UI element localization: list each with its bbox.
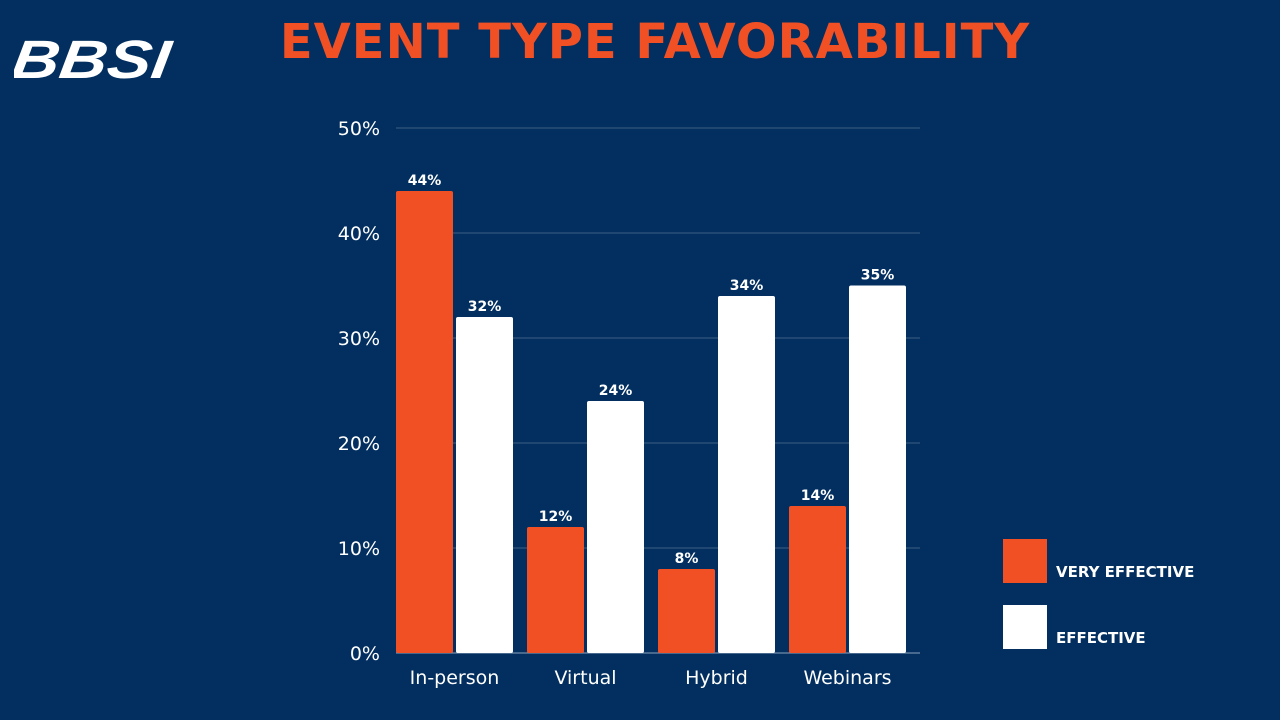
data-label: 24% (599, 383, 633, 399)
legend-label: VERY EFFECTIVE (1056, 563, 1195, 581)
y-tick-label: 0% (350, 643, 380, 665)
y-tick-label: 30% (338, 328, 380, 350)
data-label: 8% (675, 551, 699, 567)
data-label: 32% (468, 299, 502, 315)
bar-very-effective (527, 527, 584, 653)
y-tick-label: 10% (338, 538, 380, 560)
svg-text:BBSI: BBSI (14, 34, 176, 82)
bbsi-logo: BBSI (8, 30, 179, 90)
legend-label: EFFECTIVE (1056, 629, 1146, 647)
chart-title: EVENT TYPE FAVORABILITY (279, 14, 1031, 70)
bar-very-effective (658, 569, 715, 653)
bar-effective (587, 401, 644, 653)
y-tick-label: 50% (338, 118, 380, 140)
y-tick-label: 20% (338, 433, 380, 455)
bar-effective (456, 317, 513, 653)
x-tick-label: Hybrid (685, 667, 748, 689)
x-tick-label: In-person (410, 667, 500, 689)
bar-very-effective (396, 191, 453, 653)
bar-effective (849, 285, 906, 653)
data-label: 12% (539, 509, 573, 525)
bar-effective (718, 296, 775, 653)
x-tick-label: Webinars (803, 667, 891, 689)
x-tick-label: Virtual (554, 667, 616, 689)
data-label: 14% (801, 488, 835, 504)
bar-very-effective (789, 506, 846, 653)
legend-item-effective: EFFECTIVE (1003, 605, 1146, 649)
legend-item-very-effective: VERY EFFECTIVE (1003, 539, 1194, 583)
data-label: 34% (730, 278, 764, 294)
y-tick-label: 40% (338, 223, 380, 245)
data-label: 35% (861, 268, 895, 284)
legend-swatch-effective (1003, 605, 1047, 649)
legend-swatch-very-effective (1003, 539, 1047, 583)
data-label: 44% (408, 173, 442, 189)
